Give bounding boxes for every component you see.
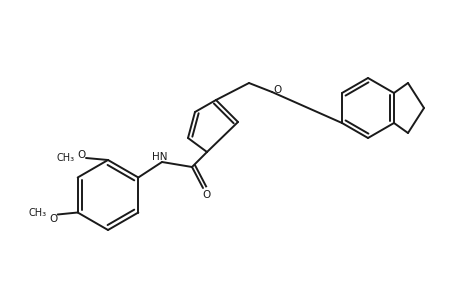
- Text: O: O: [78, 150, 86, 160]
- Text: CH₃: CH₃: [57, 153, 75, 163]
- Text: O: O: [202, 190, 211, 200]
- Text: O: O: [273, 85, 281, 95]
- Text: O: O: [50, 214, 58, 224]
- Text: HN: HN: [152, 152, 168, 162]
- Text: CH₃: CH₃: [28, 208, 47, 218]
